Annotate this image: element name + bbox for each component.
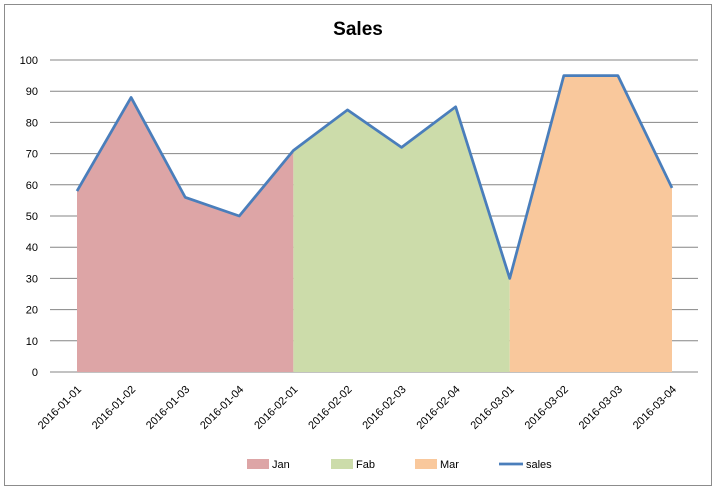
x-tick-label: 2016-02-03 — [360, 384, 408, 432]
legend-swatch — [331, 459, 353, 469]
line-series — [75, 74, 674, 280]
legend-swatch — [247, 459, 269, 469]
area-jan — [77, 97, 294, 372]
x-tick-label: 2016-03-03 — [577, 384, 625, 432]
legend-label: sales — [526, 459, 552, 471]
legend-label: Fab — [356, 459, 375, 471]
y-tick-label: 0 — [32, 367, 38, 379]
area-mar — [509, 75, 672, 372]
y-tick-label: 80 — [26, 117, 38, 129]
legend-item-fab: Fab — [331, 459, 375, 471]
x-tick-label: 2016-01-01 — [36, 384, 84, 432]
legend-item-sales: sales — [499, 459, 552, 471]
y-tick-label: 30 — [26, 273, 38, 285]
x-tick-label: 2016-02-02 — [306, 384, 354, 432]
x-axis-ticks: 2016-01-01 2016-01-02 2016-01-03 2016-01-04… — [36, 384, 679, 432]
x-tick-label: 2016-03-02 — [523, 384, 571, 432]
y-axis-ticks: 0 10 20 30 40 50 60 70 80 90 100 — [20, 55, 38, 379]
x-tick-label: 2016-02-04 — [414, 384, 462, 432]
x-tick-label: 2016-03-01 — [469, 384, 517, 432]
area-series — [77, 75, 672, 373]
x-tick-label: 2016-01-02 — [90, 384, 138, 432]
y-tick-label: 90 — [26, 86, 38, 98]
x-tick-label: 2016-02-01 — [252, 384, 300, 432]
y-tick-label: 50 — [26, 211, 38, 223]
legend-item-jan: Jan — [247, 459, 290, 471]
x-tick-label: 2016-01-04 — [198, 384, 246, 432]
legend: Jan Fab Mar sales — [247, 459, 552, 471]
y-tick-label: 40 — [26, 242, 38, 254]
legend-item-mar: Mar — [415, 459, 459, 471]
y-tick-label: 70 — [26, 149, 38, 161]
x-tick-label: 2016-03-04 — [631, 384, 679, 432]
y-tick-label: 20 — [26, 305, 38, 317]
line-sales — [75, 74, 674, 280]
legend-label: Jan — [272, 459, 290, 471]
legend-swatch — [415, 459, 437, 469]
y-tick-label: 100 — [20, 55, 38, 67]
legend-label: Mar — [440, 459, 459, 471]
y-tick-label: 10 — [26, 336, 38, 348]
y-tick-label: 60 — [26, 180, 38, 192]
area-fab — [293, 106, 510, 373]
x-tick-label: 2016-01-03 — [144, 384, 192, 432]
chart-title: Sales — [333, 19, 383, 40]
